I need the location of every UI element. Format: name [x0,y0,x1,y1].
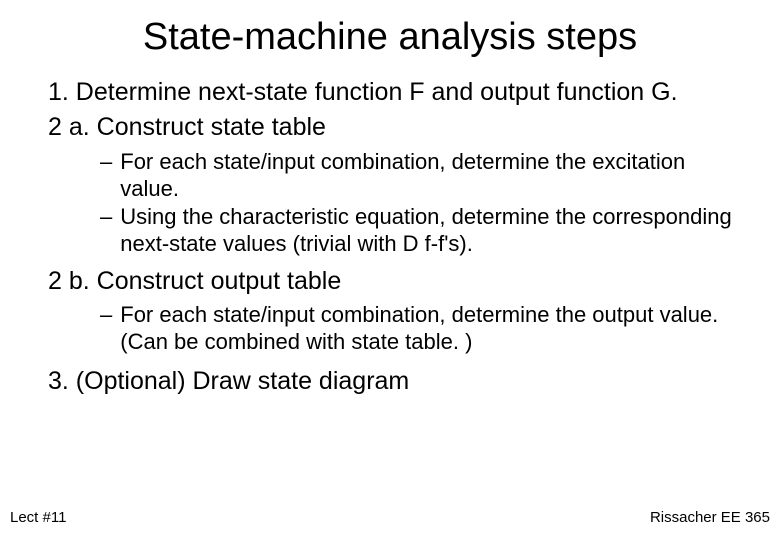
step-2a-sub2-text: Using the characteristic equation, deter… [120,203,732,258]
page-title: State-machine analysis steps [0,16,780,59]
step-3: 3. (Optional) Draw state diagram [48,366,732,397]
footer-left: Lect #11 [10,509,66,526]
step-2b-sub1-text: For each state/input combination, determ… [120,301,732,356]
step-2b: 2 b. Construct output table [48,266,732,297]
step-2a-sub1: – For each state/input combination, dete… [100,148,732,203]
step-2a-sub2: – Using the characteristic equation, det… [100,203,732,258]
dash-icon: – [100,148,120,203]
footer: Lect #11 Rissacher EE 365 [0,509,780,526]
dash-icon: – [100,203,120,258]
step-2b-sublist: – For each state/input combination, dete… [48,301,732,356]
dash-icon: – [100,301,120,356]
step-2a-sub1-text: For each state/input combination, determ… [120,148,732,203]
content-area: 1. Determine next-state function F and o… [0,77,780,397]
step-2a-sublist: – For each state/input combination, dete… [48,148,732,258]
step-2b-sub1: – For each state/input combination, dete… [100,301,732,356]
footer-right: Rissacher EE 365 [650,509,770,526]
step-1: 1. Determine next-state function F and o… [48,77,732,108]
step-2a: 2 a. Construct state table [48,112,732,143]
